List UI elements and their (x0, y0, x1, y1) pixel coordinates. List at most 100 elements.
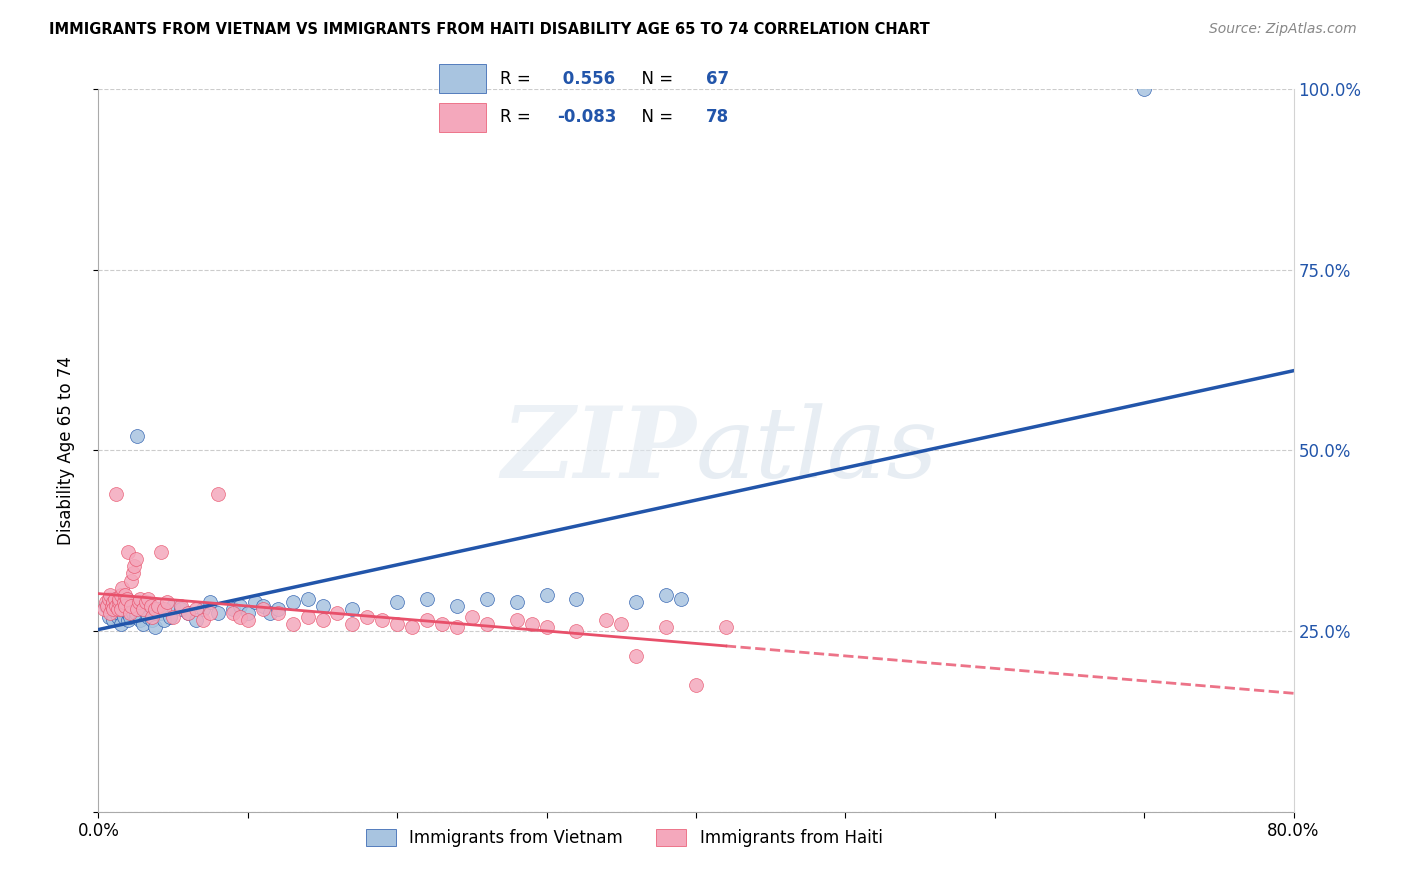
FancyBboxPatch shape (439, 103, 486, 132)
Point (127, 602, 149, 616)
Point (191, 613, 214, 627)
Point (506, 595, 529, 609)
Point (461, 609, 484, 624)
Point (356, 609, 378, 624)
Point (506, 613, 529, 627)
Point (104, 591, 127, 606)
Point (120, 599, 142, 613)
Point (371, 613, 394, 627)
Point (96, 599, 118, 613)
Point (222, 602, 245, 616)
Point (610, 616, 633, 631)
Point (259, 606, 281, 620)
Point (141, 609, 163, 624)
Point (139, 599, 162, 613)
Point (626, 649, 648, 664)
Point (143, 620, 166, 634)
Point (169, 602, 191, 616)
Point (200, 595, 222, 609)
Text: R =: R = (499, 109, 536, 127)
Point (626, 595, 648, 609)
Point (136, 609, 159, 624)
Point (184, 602, 207, 616)
Point (342, 602, 364, 616)
Point (565, 624, 588, 639)
Point (94, 595, 117, 609)
Point (385, 595, 409, 609)
Point (153, 602, 176, 616)
Point (416, 591, 439, 606)
Point (475, 616, 498, 631)
Point (326, 606, 349, 620)
Point (177, 606, 200, 620)
Point (156, 595, 179, 609)
Point (565, 591, 588, 606)
Point (207, 487, 229, 501)
Point (107, 602, 129, 616)
Point (385, 616, 409, 631)
Point (121, 566, 143, 581)
Point (112, 609, 135, 624)
Point (125, 606, 148, 620)
Point (245, 595, 267, 609)
Point (98, 588, 122, 602)
Point (162, 609, 184, 624)
Point (595, 613, 617, 627)
Point (135, 595, 157, 609)
Text: N =: N = (631, 109, 679, 127)
Point (120, 574, 142, 588)
Point (125, 551, 148, 566)
Point (110, 616, 132, 631)
Point (1133, 82, 1156, 96)
Point (714, 620, 737, 634)
Point (127, 429, 149, 443)
Legend: Immigrants from Vietnam, Immigrants from Haiti: Immigrants from Vietnam, Immigrants from… (360, 822, 889, 854)
Point (148, 602, 170, 616)
Point (200, 606, 222, 620)
Point (139, 599, 162, 613)
Point (229, 599, 252, 613)
Point (446, 599, 468, 613)
Text: atlas: atlas (696, 403, 939, 498)
Point (124, 599, 146, 613)
Point (236, 613, 259, 627)
Point (97, 591, 120, 606)
Point (297, 609, 319, 624)
Point (98, 606, 122, 620)
Point (169, 599, 191, 613)
Point (311, 613, 333, 627)
Point (159, 609, 181, 624)
Point (281, 616, 304, 631)
Point (128, 595, 150, 609)
Point (103, 602, 125, 616)
Point (110, 588, 132, 602)
Point (112, 595, 135, 609)
Point (655, 620, 678, 634)
Point (134, 602, 156, 616)
Point (191, 602, 214, 616)
Point (143, 602, 166, 616)
Point (108, 606, 131, 620)
Point (117, 544, 139, 558)
Point (685, 678, 707, 692)
Point (129, 591, 152, 606)
Text: IMMIGRANTS FROM VIETNAM VS IMMIGRANTS FROM HAITI DISABILITY AGE 65 TO 74 CORRELA: IMMIGRANTS FROM VIETNAM VS IMMIGRANTS FR… (49, 22, 929, 37)
FancyBboxPatch shape (439, 64, 486, 94)
Text: R =: R = (499, 70, 536, 87)
Point (342, 616, 364, 631)
Point (207, 606, 229, 620)
Point (103, 602, 125, 616)
Point (416, 613, 439, 627)
Point (132, 602, 155, 616)
Text: 0.556: 0.556 (557, 70, 616, 87)
Point (162, 599, 184, 613)
Point (97, 609, 120, 624)
Point (114, 599, 136, 613)
Point (93, 602, 115, 616)
Point (430, 616, 453, 631)
Point (446, 620, 468, 634)
Point (655, 588, 678, 602)
Point (536, 588, 558, 602)
Point (267, 602, 290, 616)
Text: 67: 67 (706, 70, 728, 87)
